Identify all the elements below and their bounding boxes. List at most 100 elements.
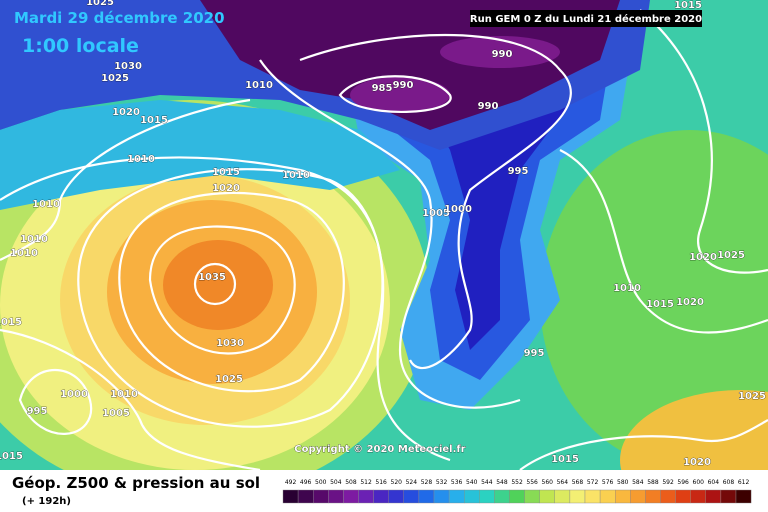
legend-swatch — [524, 489, 540, 504]
legend-swatch — [479, 489, 495, 504]
isobar-label: 995 — [508, 166, 529, 177]
isobar-label: 1015 — [0, 317, 22, 328]
legend-label: 504 — [330, 479, 342, 486]
isobar-label: 1020 — [683, 457, 711, 468]
legend-swatch — [569, 489, 586, 504]
legend-label: 500 — [315, 479, 327, 486]
legend-swatch — [705, 489, 722, 504]
isobar-label: 1025 — [101, 73, 129, 84]
legend-label: 528 — [421, 479, 433, 486]
isobar-label: 985 — [372, 83, 393, 94]
legend-swatch — [403, 489, 420, 504]
isobar-label: 1025 — [717, 250, 745, 261]
legend-label: 568 — [572, 479, 584, 486]
legend-swatch — [630, 489, 646, 504]
legend-label: 612 — [738, 479, 750, 486]
legend-label: 560 — [542, 479, 554, 486]
isobar-label: 1010 — [110, 389, 138, 400]
legend-label: 584 — [632, 479, 644, 486]
legend-label: 548 — [496, 479, 508, 486]
isobar-label: 1010 — [282, 170, 310, 181]
legend-label: 492 — [285, 479, 297, 486]
legend-swatch — [599, 489, 616, 504]
legend-label: 596 — [677, 479, 689, 486]
legend-swatch — [282, 489, 299, 504]
isobar-label: 1015 — [646, 299, 674, 310]
legend-swatch — [660, 489, 676, 504]
legend-swatch — [433, 489, 450, 504]
isobar-label: 1035 — [198, 272, 226, 283]
legend-label: 572 — [587, 479, 599, 486]
legend-swatch — [328, 489, 344, 504]
isobar-label: 1010 — [10, 248, 38, 259]
isobar-label: 1015 — [674, 0, 702, 11]
isobar-label: 1020 — [112, 107, 140, 118]
legend-swatch — [313, 489, 329, 504]
run-info: Run GEM 0 Z du Lundi 21 décembre 2020 — [470, 13, 702, 25]
legend-label: 556 — [526, 479, 538, 486]
isobar-label: 1020 — [676, 297, 704, 308]
legend-swatch — [539, 489, 556, 504]
run-box — [470, 10, 702, 27]
legend-label: 512 — [360, 479, 372, 486]
isobar-label: 1010 — [613, 283, 641, 294]
isobar-label: 1025 — [86, 0, 114, 8]
legend-swatch — [735, 489, 752, 504]
legend-label: 496 — [300, 479, 312, 486]
legend-swatch — [358, 489, 374, 504]
legend-swatch — [690, 489, 707, 504]
legend-swatch — [448, 489, 465, 504]
legend-label: 532 — [436, 479, 448, 486]
legend-label: 520 — [391, 479, 403, 486]
legend-swatch — [418, 489, 435, 504]
legend-label: 552 — [511, 479, 523, 486]
legend-swatch — [584, 489, 601, 504]
isobar-label: 990 — [478, 101, 499, 112]
isobar-label: 990 — [492, 49, 513, 60]
isobar-label: 1030 — [216, 338, 244, 349]
legend-swatch — [720, 489, 737, 504]
isobar-label: 1020 — [689, 252, 717, 263]
isobar-label: 1010 — [245, 80, 273, 91]
legend-label: 544 — [481, 479, 493, 486]
isobar-label: 1005 — [422, 208, 450, 219]
isobar-label: 1015 — [0, 451, 23, 462]
isobar-label: 1025 — [738, 391, 766, 402]
isobar-label: 1030 — [114, 61, 142, 72]
legend-label: 576 — [602, 479, 614, 486]
legend-label: 564 — [557, 479, 569, 486]
legend-label: 536 — [451, 479, 463, 486]
legend-label: 600 — [693, 479, 705, 486]
isobar-label: 1015 — [551, 454, 579, 465]
legend-swatch — [464, 489, 480, 504]
legend-swatch — [297, 489, 314, 504]
legend: 492 496 500 504 508 512 516 520 524 528 532 536 540 5… — [282, 479, 752, 504]
isobar-label: 1000 — [60, 389, 88, 400]
legend-label: 540 — [466, 479, 478, 486]
legend-label: 588 — [647, 479, 659, 486]
legend-label: 608 — [723, 479, 735, 486]
isobar-label: 990 — [393, 80, 414, 91]
isobar-label: 1000 — [444, 204, 472, 215]
footer-title: Géop. Z500 & pression au sol — [12, 474, 260, 492]
isobar-label: 1010 — [20, 234, 48, 245]
legend-label: 592 — [662, 479, 674, 486]
legend-swatch — [494, 489, 510, 504]
legend-swatch — [388, 489, 405, 504]
isobar-label: 1010 — [127, 154, 155, 165]
legend-label: 524 — [406, 479, 418, 486]
date-title: Mardi 29 décembre 2020 — [14, 9, 225, 27]
legend-swatch — [675, 489, 691, 504]
isobar-label: 1015 — [212, 167, 240, 178]
footer-lead: (+ 192h) — [22, 496, 71, 507]
time-title: 1:00 locale — [22, 35, 139, 57]
copyright: Copyright © 2020 Meteociel.fr — [294, 444, 465, 455]
legend-swatch — [554, 489, 571, 504]
legend-swatch — [509, 489, 525, 504]
isobar-label: 995 — [524, 348, 545, 359]
legend-label: 516 — [375, 479, 387, 486]
legend-swatch — [645, 489, 661, 504]
